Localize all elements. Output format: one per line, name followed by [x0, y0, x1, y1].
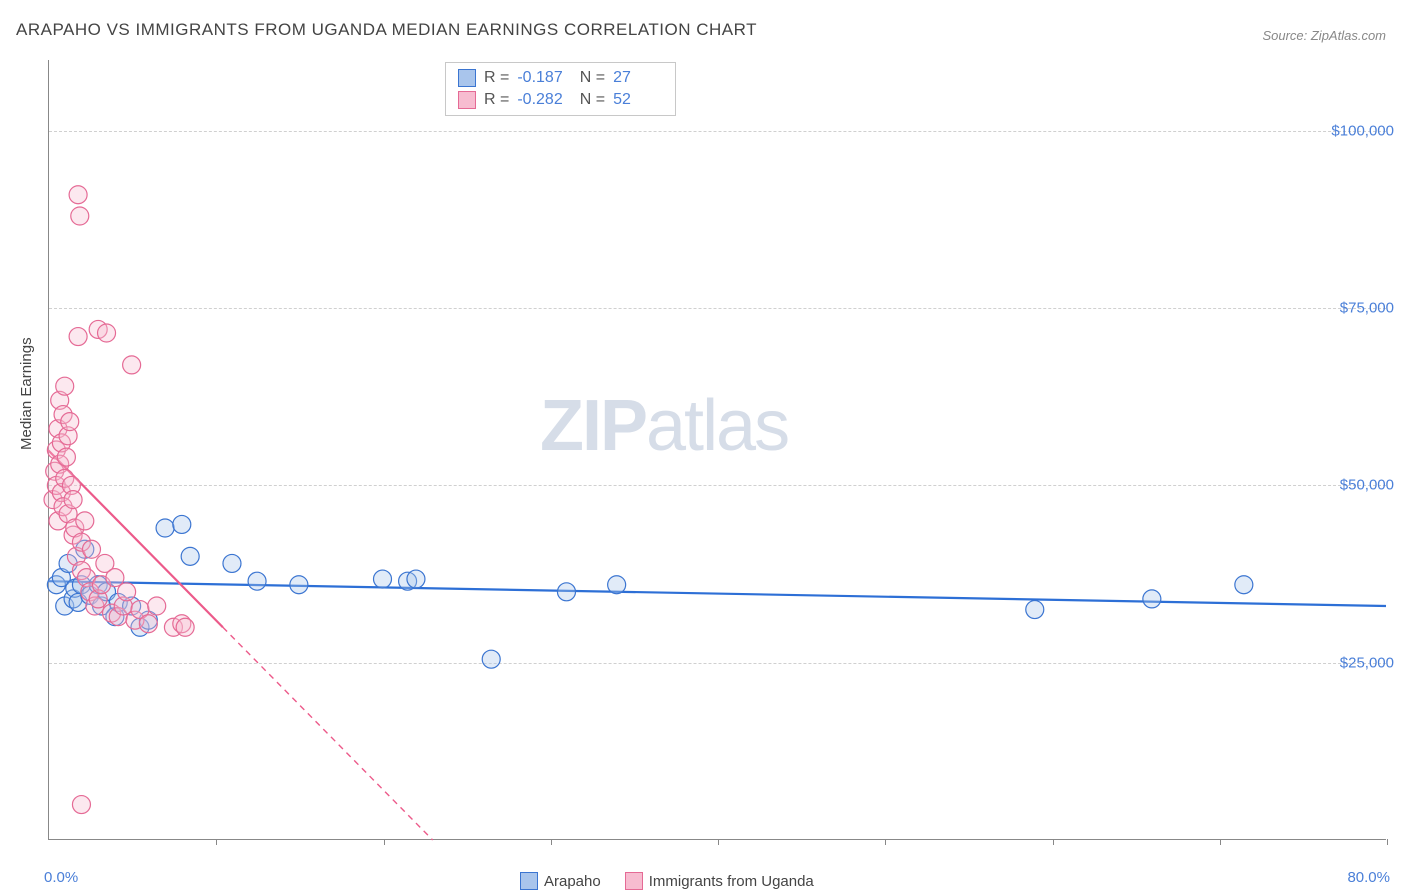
stat-n-value: 52 [613, 91, 663, 109]
legend-swatch [458, 91, 476, 109]
stat-r-value: -0.187 [517, 69, 567, 87]
data-point [139, 615, 157, 633]
data-point [98, 324, 116, 342]
legend-swatch [625, 872, 643, 890]
data-point [173, 515, 191, 533]
y-axis-label: Median Earnings [18, 337, 35, 450]
chart-source: Source: ZipAtlas.com [1262, 28, 1386, 43]
data-point [56, 377, 74, 395]
legend-label: Immigrants from Uganda [649, 873, 814, 890]
stat-r-label: R = [484, 91, 509, 109]
bottom-legend: Arapaho Immigrants from Uganda [520, 872, 814, 890]
data-point [608, 576, 626, 594]
stat-r-value: -0.282 [517, 91, 567, 109]
stat-r-label: R = [484, 69, 509, 87]
legend-swatch [458, 69, 476, 87]
data-point [374, 570, 392, 588]
ytick-label: $75,000 [1340, 300, 1394, 317]
stat-n-label: N = [575, 69, 605, 87]
xtick [1387, 839, 1388, 845]
data-point [76, 512, 94, 530]
data-point [69, 186, 87, 204]
data-point [64, 491, 82, 509]
trend-line-dash-pink [223, 627, 433, 840]
ytick-label: $25,000 [1340, 654, 1394, 671]
data-point [61, 413, 79, 431]
stat-n-label: N = [575, 91, 605, 109]
data-point [1235, 576, 1253, 594]
legend-swatch [520, 872, 538, 890]
legend-label: Arapaho [544, 873, 601, 890]
stats-row: R = -0.282 N = 52 [458, 89, 663, 111]
data-point [181, 547, 199, 565]
xtick-label-left: 0.0% [44, 869, 78, 886]
data-point [118, 583, 136, 601]
data-point [1026, 601, 1044, 619]
data-point [123, 356, 141, 374]
data-point [407, 570, 425, 588]
data-point [557, 583, 575, 601]
data-point [248, 572, 266, 590]
data-point [176, 618, 194, 636]
chart-title: ARAPAHO VS IMMIGRANTS FROM UGANDA MEDIAN… [16, 20, 757, 40]
data-point [156, 519, 174, 537]
ytick-label: $50,000 [1340, 477, 1394, 494]
data-point [71, 207, 89, 225]
data-point [482, 650, 500, 668]
stat-n-value: 27 [613, 69, 663, 87]
stats-row: R = -0.187 N = 27 [458, 67, 663, 89]
ytick-label: $100,000 [1331, 122, 1394, 139]
data-point [1143, 590, 1161, 608]
data-point [148, 597, 166, 615]
stats-legend: R = -0.187 N = 27R = -0.282 N = 52 [445, 62, 676, 116]
data-point [72, 796, 90, 814]
data-point [290, 576, 308, 594]
bottom-legend-item: Arapaho [520, 872, 601, 890]
plot-svg [48, 60, 1386, 840]
data-point [82, 540, 100, 558]
xtick-label-right: 80.0% [1347, 869, 1390, 886]
data-point [223, 554, 241, 572]
bottom-legend-item: Immigrants from Uganda [625, 872, 814, 890]
data-point [57, 448, 75, 466]
data-point [69, 328, 87, 346]
